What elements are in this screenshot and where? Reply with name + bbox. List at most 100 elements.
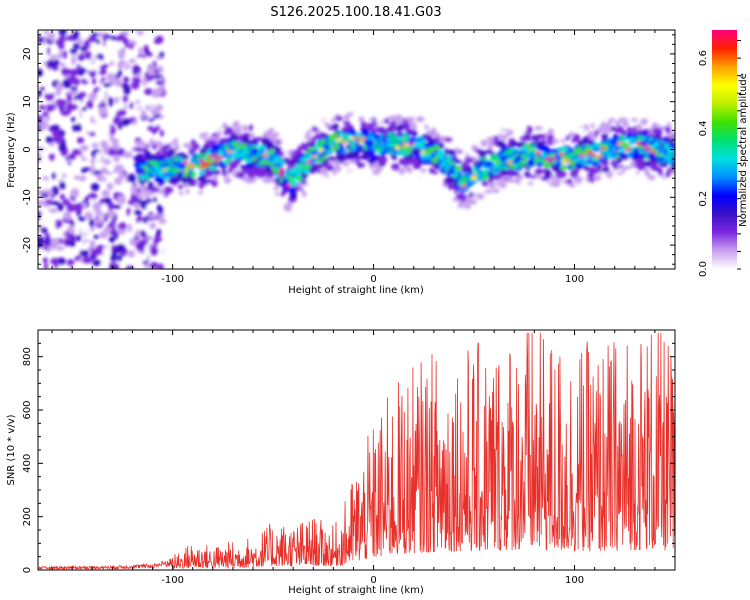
heatmap-noise-cell: [55, 39, 61, 45]
heatmap-core-cell: [575, 163, 584, 169]
heatmap-noise-cell: [108, 236, 116, 243]
heatmap-ridge-cell: [552, 167, 560, 172]
heatmap-noise-cell: [149, 262, 159, 269]
heatmap-noise-cell: [38, 105, 47, 110]
colorbar-tick-label: 0.0: [698, 261, 709, 277]
heatmap-core-cell: [392, 141, 400, 147]
heatmap-noise-cell: [51, 124, 60, 131]
heatmap-core-cell: [581, 145, 587, 149]
heatmap-core-cell: [290, 180, 298, 186]
heatmap-noise-cell: [123, 182, 132, 191]
heatmap-peak-cell: [651, 150, 657, 155]
heatmap-core-cell: [245, 158, 253, 163]
heatmap-ridge-cell: [211, 133, 218, 138]
heatmap-noise-cell: [67, 161, 72, 166]
heatmap-noise-cell: [96, 173, 104, 182]
heatmap-noise-cell: [158, 218, 167, 224]
heatmap-noise-cell: [123, 104, 128, 110]
heatmap-core-cell: [411, 137, 416, 141]
heatmap-peak-cell: [349, 136, 355, 140]
heatmap-ridge-cell: [265, 183, 273, 189]
heatmap-ridge-cell: [191, 143, 200, 150]
heatmap-core-cell: [469, 181, 474, 187]
heatmap-noise-cell: [51, 201, 60, 206]
heatmap-ridge-cell: [242, 168, 252, 174]
heatmap-noise-cell: [100, 203, 108, 214]
heatmap-ridge-cell: [235, 172, 245, 179]
heatmap-core-cell: [301, 156, 310, 161]
heatmap-noise-cell: [54, 89, 62, 96]
heatmap-ridge-cell: [465, 196, 472, 204]
heatmap-noise-cell: [67, 241, 76, 248]
heatmap-ridge-cell: [227, 120, 233, 127]
heatmap-noise-cell: [40, 79, 48, 85]
heatmap-noise-cell: [84, 211, 94, 221]
heatmap-ridge-cell: [342, 126, 349, 131]
heatmap-peak-cell: [358, 141, 364, 145]
heatmap-ridge-cell: [416, 116, 425, 123]
heatmap-noise-cell: [73, 202, 83, 213]
heatmap-noise-cell: [58, 142, 67, 152]
heatmap-core-cell: [619, 135, 624, 140]
heatmap-ridge-cell: [271, 132, 280, 137]
heatmap-noise-cell: [107, 201, 114, 211]
heatmap-core-cell: [348, 139, 353, 144]
heatmap-noise-cell: [47, 31, 56, 42]
heatmap-noise-cell: [68, 153, 76, 161]
heatmap-ridge-cell: [574, 176, 584, 182]
heatmap-ridge-cell: [428, 167, 435, 172]
heatmap-noise-cell: [78, 216, 86, 222]
heatmap-core-cell: [505, 152, 512, 156]
heatmap-ridge-cell: [544, 182, 550, 187]
heatmap-core-cell: [424, 154, 432, 158]
heatmap-core-cell: [519, 150, 528, 154]
heatmap-core-cell: [507, 156, 516, 160]
heatmap-ridge-cell: [515, 176, 521, 181]
heatmap-ridge-cell: [301, 138, 308, 143]
heatmap-ridge-cell: [253, 126, 259, 134]
heatmap-core-cell: [235, 148, 241, 153]
heatmap-noise-cell: [110, 125, 116, 135]
figure-title: S126.2025.100.18.41.G03: [270, 5, 441, 20]
heatmap-core-cell: [239, 143, 247, 149]
heatmap-ridge-cell: [140, 143, 148, 148]
heatmap-core-cell: [378, 133, 385, 139]
heatmap-ridge-cell: [517, 142, 524, 149]
heatmap-peak-cell: [471, 176, 477, 181]
heatmap-noise-cell: [151, 127, 157, 135]
heatmap-core-cell: [251, 156, 257, 161]
heatmap-core-cell: [567, 152, 573, 159]
heatmap-ridge-cell: [289, 159, 294, 166]
heatmap-core-cell: [642, 136, 647, 141]
heatmap-core-cell: [369, 149, 376, 155]
heatmap-noise-cell: [72, 149, 82, 156]
heatmap-noise-cell: [56, 171, 63, 181]
heatmap-noise-cell: [145, 198, 153, 203]
heatmap-ridge-cell: [558, 170, 567, 178]
heatmap-core-cell: [423, 143, 432, 147]
heatmap-ridge-cell: [390, 115, 396, 121]
heatmap-noise-cell: [121, 118, 131, 127]
heatmap-core-cell: [594, 158, 599, 163]
heatmap-noise-cell: [128, 234, 135, 239]
heatmap-noise-cell: [144, 215, 149, 224]
heatmap-ridge-cell: [334, 116, 344, 121]
heatmap-noise-cell: [156, 204, 161, 211]
heatmap-ridge-cell: [191, 189, 199, 195]
heatmap-noise-cell: [125, 264, 134, 269]
heatmap-ridge-cell: [167, 150, 174, 157]
heatmap-peak-cell: [586, 150, 592, 155]
heatmap-noise-cell: [106, 209, 116, 219]
heatmap-ridge-cell: [446, 176, 455, 184]
heatmap-core-cell: [215, 145, 221, 150]
heatmap-core-cell: [424, 150, 432, 155]
heatmap-noise-cell: [103, 82, 112, 88]
heatmap-core-cell: [618, 152, 626, 157]
heatmap-ridge-cell: [302, 185, 312, 193]
heatmap-core-cell: [167, 160, 172, 165]
heatmap-ridge-cell: [499, 183, 507, 189]
heatmap-y-tick-label: 0: [22, 146, 33, 152]
heatmap-ridge-cell: [257, 171, 266, 179]
heatmap-noise-cell: [90, 157, 95, 166]
heatmap-ridge-cell: [374, 127, 383, 133]
